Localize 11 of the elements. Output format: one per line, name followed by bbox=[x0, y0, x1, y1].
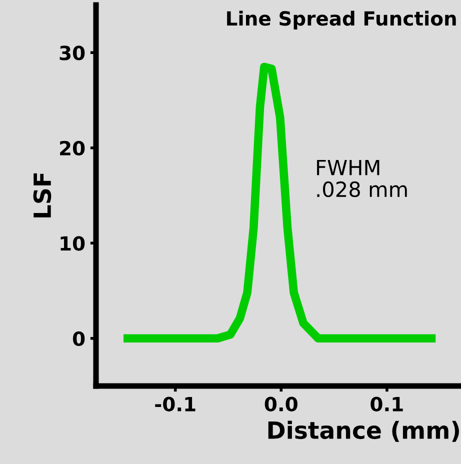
x-tick-label: -0.1 bbox=[155, 396, 196, 412]
y-tick-label: 30 bbox=[60, 46, 85, 60]
y-axis-title: LSF bbox=[33, 173, 52, 218]
annotation: FWHM .028 mm bbox=[317, 160, 407, 198]
y-tick-label: 10 bbox=[60, 236, 85, 251]
x-tick-label: 0.0 bbox=[264, 396, 298, 412]
y-tick-label: 0 bbox=[72, 331, 85, 346]
x-axis-title: Distance (mm) bbox=[268, 420, 459, 442]
chart-title: Line Spread Function bbox=[227, 10, 456, 30]
y-tick-label: 20 bbox=[60, 140, 85, 156]
x-tick-label: 0.1 bbox=[370, 396, 403, 412]
